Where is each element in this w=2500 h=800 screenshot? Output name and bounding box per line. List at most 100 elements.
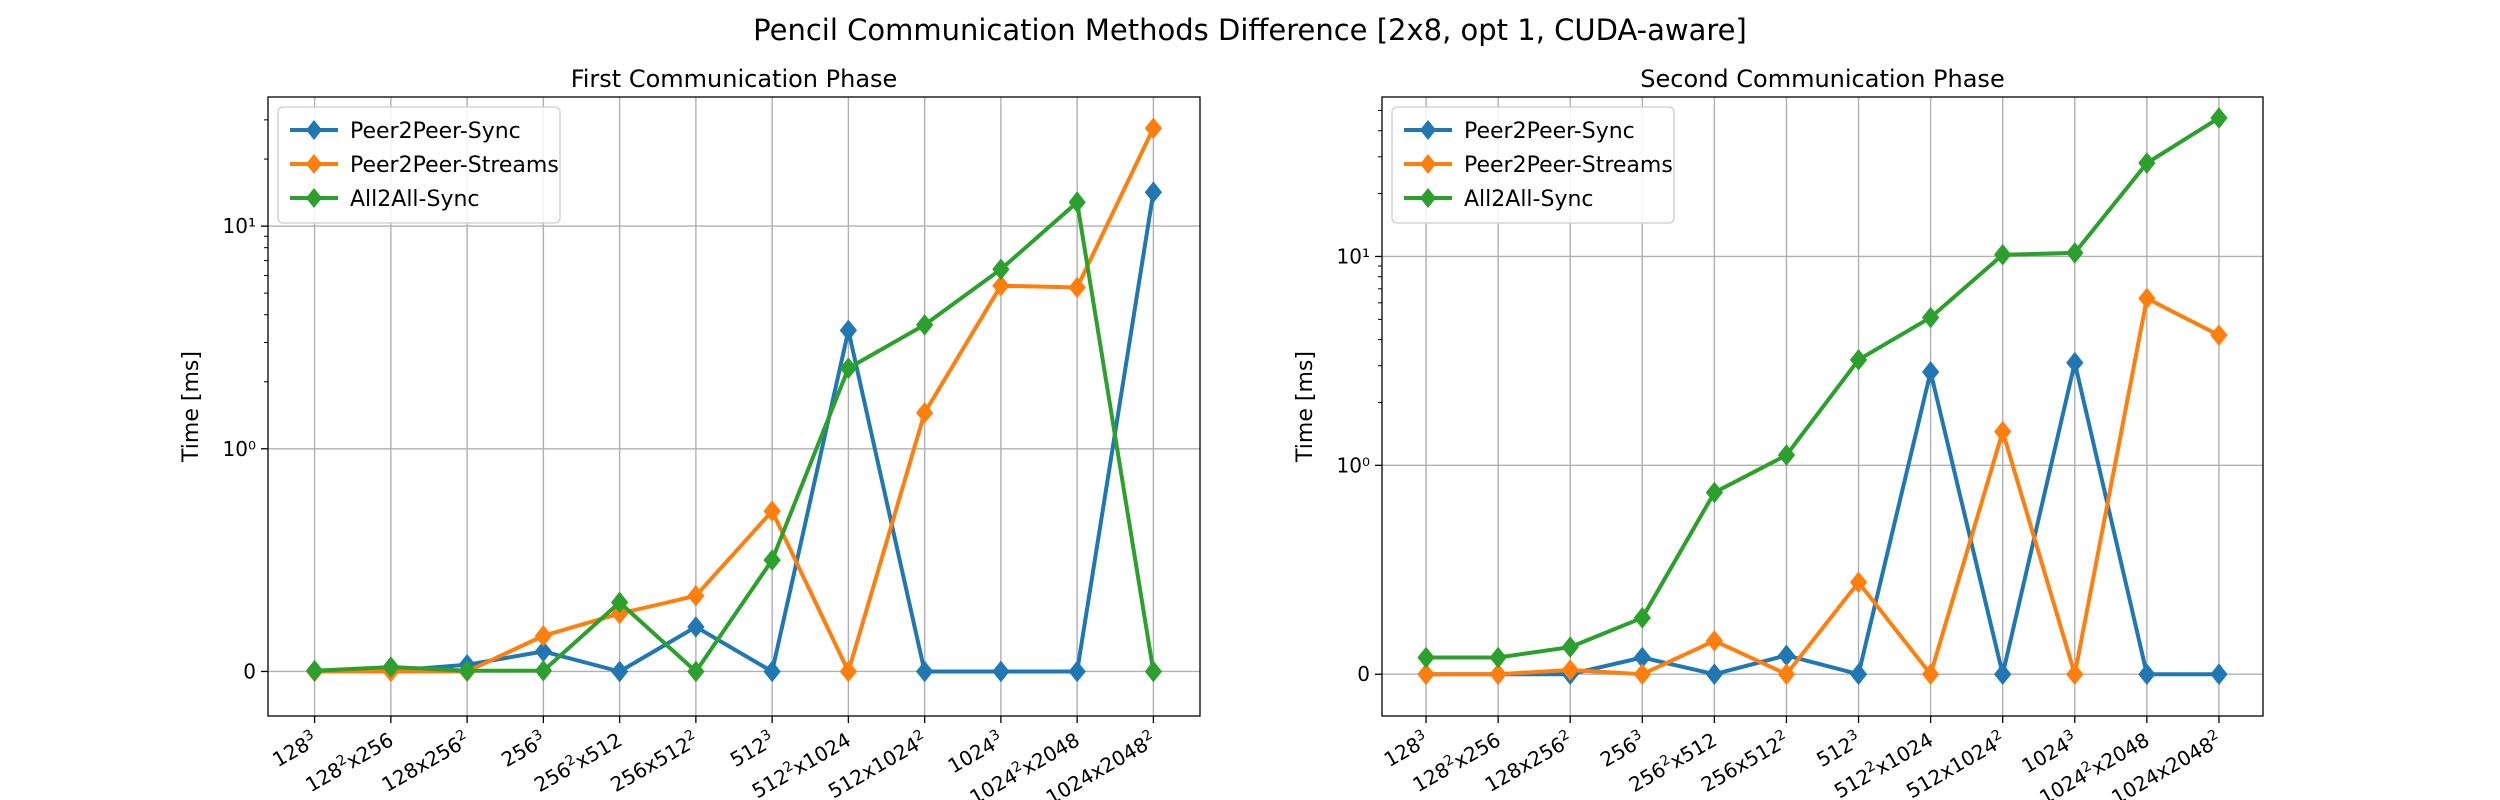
data-point-peer2peer-streams xyxy=(1417,663,1435,686)
legend-label-peer2peer-sync: Peer2Peer-Sync xyxy=(1464,119,1635,144)
x-tick-label: 2563 xyxy=(497,727,550,772)
y-tick-label: 10⁰ xyxy=(1337,453,1370,477)
legend: Peer2Peer-Sync Peer2Peer-Streams All2All-S… xyxy=(1391,106,1675,224)
y-axis-label: Time [ms] xyxy=(179,351,204,463)
y-tick-label: 10⁰ xyxy=(223,437,256,461)
axes-frame xyxy=(1381,96,2264,717)
data-point-peer2peer-sync xyxy=(1849,663,1868,686)
data-point-peer2peer-sync xyxy=(1144,181,1163,203)
data-point-peer2peer-sync xyxy=(2066,351,2084,374)
data-point-all2all-sync xyxy=(534,659,553,682)
data-point-peer2peer-sync xyxy=(1921,361,1940,383)
x-tick-label: 1283 xyxy=(268,727,321,772)
figure-suptitle: Pencil Communication Methods Difference … xyxy=(753,13,1747,47)
data-point-all2all-sync xyxy=(1068,191,1086,214)
legend-marker-peer2peer-streams xyxy=(1420,154,1436,174)
data-point-all2all-sync xyxy=(1489,646,1507,669)
data-point-peer2peer-sync xyxy=(1777,644,1796,667)
y-axis-label: Time [ms] xyxy=(1293,351,1318,463)
data-point-peer2peer-streams xyxy=(534,625,553,647)
legend: Peer2Peer-Sync Peer2Peer-Streams All2All-S… xyxy=(277,106,561,224)
legend-marker-peer2peer-sync xyxy=(1420,120,1436,140)
data-point-peer2peer-sync xyxy=(915,660,934,683)
chart-title: First Communication Phase xyxy=(571,65,898,93)
data-point-all2all-sync xyxy=(2066,242,2084,264)
data-point-peer2peer-streams xyxy=(1705,630,1724,652)
legend-label-peer2peer-sync: Peer2Peer-Sync xyxy=(350,119,521,144)
data-point-all2all-sync xyxy=(992,258,1010,281)
x-tick-label: 5123 xyxy=(1812,727,1865,772)
data-point-all2all-sync xyxy=(2210,107,2228,129)
data-point-peer2peer-sync xyxy=(687,616,705,638)
data-point-peer2peer-streams xyxy=(687,584,705,607)
data-point-peer2peer-streams xyxy=(2210,324,2228,346)
data-point-peer2peer-streams xyxy=(1921,663,1940,686)
data-point-all2all-sync xyxy=(1561,636,1579,658)
series-line-all2all-sync xyxy=(314,200,1156,674)
data-point-peer2peer-streams xyxy=(2066,663,2084,686)
legend-label-peer2peer-streams: Peer2Peer-Streams xyxy=(350,153,559,178)
data-point-all2all-sync xyxy=(687,660,705,683)
legend-box xyxy=(1391,106,1675,224)
y-tick-label: 0 xyxy=(243,659,256,683)
legend-marker-all2all-sync xyxy=(306,188,322,208)
legend-label-peer2peer-streams: Peer2Peer-Streams xyxy=(1464,153,1673,178)
data-point-all2all-sync xyxy=(1633,607,1651,629)
data-point-all2all-sync xyxy=(915,314,934,336)
data-point-all2all-sync xyxy=(458,659,476,682)
legend-marker-peer2peer-streams xyxy=(306,154,322,174)
data-point-peer2peer-sync xyxy=(992,660,1010,683)
data-point-peer2peer-sync xyxy=(763,660,781,683)
data-point-peer2peer-sync xyxy=(610,660,629,683)
legend-marker-all2all-sync xyxy=(1420,188,1436,208)
data-point-peer2peer-streams xyxy=(1994,420,2012,443)
data-point-peer2peer-streams xyxy=(1144,117,1163,140)
data-point-all2all-sync xyxy=(382,656,400,678)
legend-label-all2all-sync: All2All-Sync xyxy=(1464,187,1594,212)
y-tick-label: 10¹ xyxy=(223,214,256,238)
data-point-peer2peer-streams xyxy=(1849,571,1868,594)
data-point-peer2peer-streams xyxy=(1561,659,1579,681)
data-point-all2all-sync xyxy=(1921,306,1940,329)
series-line-all2all-sync xyxy=(1426,116,2220,660)
data-point-peer2peer-streams xyxy=(763,500,781,522)
data-point-all2all-sync xyxy=(305,659,324,682)
data-point-peer2peer-streams xyxy=(1777,663,1796,686)
legend-box xyxy=(277,106,561,224)
data-point-peer2peer-sync xyxy=(1994,663,2012,686)
data-point-peer2peer-streams xyxy=(1633,663,1651,686)
x-tick-label: 2563 xyxy=(1595,727,1648,772)
series-line-peer2peer-sync xyxy=(314,191,1156,674)
data-point-peer2peer-streams xyxy=(1068,276,1086,299)
data-point-all2all-sync xyxy=(1994,243,2012,266)
axes-frame xyxy=(267,96,1201,717)
data-point-peer2peer-sync xyxy=(2210,663,2228,686)
data-point-peer2peer-streams xyxy=(2138,287,2156,310)
legend-label-all2all-sync: All2All-Sync xyxy=(350,187,480,212)
data-point-all2all-sync xyxy=(1777,444,1796,466)
series-line-peer2peer-streams xyxy=(1426,296,2220,677)
data-point-peer2peer-streams xyxy=(992,274,1010,297)
y-tick-label: 0 xyxy=(1357,662,1370,686)
data-point-peer2peer-sync xyxy=(839,319,858,342)
data-point-peer2peer-streams xyxy=(915,402,934,424)
data-point-all2all-sync xyxy=(610,591,629,614)
x-tick-label: 256x5122 xyxy=(606,727,703,797)
data-point-all2all-sync xyxy=(2138,152,2156,174)
series-line-peer2peer-sync xyxy=(1426,360,2219,677)
x-tick-label: 1283 xyxy=(1379,727,1432,772)
data-point-peer2peer-streams xyxy=(839,660,858,683)
data-point-all2all-sync xyxy=(1144,660,1163,683)
x-tick-label: 128x2562 xyxy=(377,727,474,797)
data-point-peer2peer-sync xyxy=(1068,660,1086,683)
data-point-peer2peer-sync xyxy=(2138,663,2156,686)
data-point-all2all-sync xyxy=(1849,349,1868,371)
x-tick-label: 5123 xyxy=(725,727,778,772)
data-point-all2all-sync xyxy=(1705,481,1724,504)
chart-title: Second Communication Phase xyxy=(1640,65,2004,93)
data-point-peer2peer-sync xyxy=(1705,663,1724,686)
data-point-all2all-sync xyxy=(839,357,858,380)
